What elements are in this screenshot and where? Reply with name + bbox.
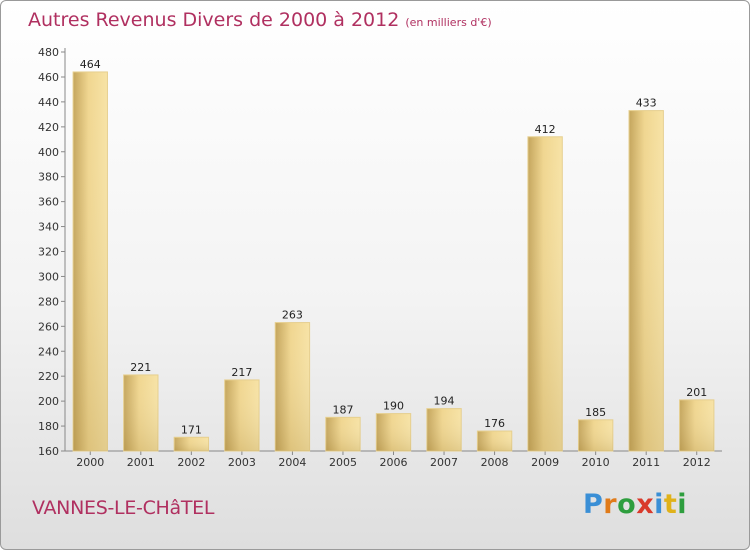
value-label-2001: 221: [130, 361, 151, 374]
commune-name: VANNES-LE-CHâTEL: [32, 497, 215, 519]
logo-letter: r: [603, 489, 618, 520]
bar-shade-2010: [578, 419, 613, 451]
chart-unit: (en milliers d'€): [405, 16, 492, 29]
y-tick-label: 460: [38, 71, 59, 84]
value-label-2009: 412: [535, 123, 556, 136]
x-tick-label-2002: 2002: [177, 456, 205, 469]
value-label-2002: 171: [181, 423, 202, 436]
value-label-2000: 464: [80, 58, 101, 71]
logo-letter: o: [617, 489, 637, 520]
x-tick-label-2004: 2004: [278, 456, 306, 469]
bars: 464 221 171 217 263 187 190 194 176 412 185 433 201: [72, 58, 715, 452]
bar-shade-2000: [73, 71, 108, 451]
value-label-2012: 201: [686, 386, 707, 399]
chart-title-text: Autres Revenus Divers de 2000 à 2012: [28, 9, 400, 31]
y-tick-label: 420: [38, 121, 59, 134]
value-label-2003: 217: [231, 366, 252, 379]
x-tick-label-2006: 2006: [380, 456, 408, 469]
x-tick-label-2008: 2008: [481, 456, 509, 469]
x-tick-label-2007: 2007: [430, 456, 458, 469]
value-label-2011: 433: [636, 97, 657, 110]
logo-letter: x: [636, 489, 655, 520]
logo-letter: t: [663, 489, 678, 520]
proxiti-logo[interactable]: Proxiti: [583, 489, 687, 520]
value-label-2010: 185: [585, 406, 606, 419]
y-tick-label: 300: [38, 270, 59, 283]
x-tick-label-2012: 2012: [683, 456, 711, 469]
bar-shade-2002: [174, 437, 209, 451]
x-tick-label-2010: 2010: [582, 456, 610, 469]
x-tick-label-2001: 2001: [127, 456, 155, 469]
y-tick-label: 360: [38, 196, 59, 209]
bar-shade-2005: [325, 417, 361, 451]
x-tick-label-2003: 2003: [228, 456, 256, 469]
y-tick-label: 280: [38, 295, 59, 308]
logo-letter: i: [677, 489, 688, 520]
chart-title: Autres Revenus Divers de 2000 à 2012 (en …: [28, 9, 492, 31]
y-tick-label: 160: [38, 445, 59, 458]
bar-shade-2008: [477, 431, 512, 451]
bar-shade-2006: [376, 413, 411, 451]
value-label-2004: 263: [282, 309, 303, 322]
y-tick-label: 320: [38, 246, 59, 259]
y-tick-label: 180: [38, 420, 59, 433]
bar-shade-2001: [123, 374, 158, 451]
y-tick-label: 260: [38, 320, 59, 333]
bar-shade-2009: [527, 136, 563, 451]
value-label-2007: 194: [434, 395, 455, 408]
y-tick-label: 440: [38, 96, 59, 109]
bar-shade-2011: [629, 110, 664, 452]
bar-shade-2004: [275, 322, 310, 451]
y-tick-label: 400: [38, 146, 59, 159]
x-tick-label-2000: 2000: [76, 456, 104, 469]
bar-shade-2007: [426, 408, 462, 451]
logo-letter: P: [583, 489, 604, 520]
value-label-2008: 176: [484, 417, 505, 430]
y-tick-label: 380: [38, 171, 59, 184]
value-label-2006: 190: [383, 400, 404, 413]
x-tick-label-2005: 2005: [329, 456, 357, 469]
y-tick-label: 340: [38, 221, 59, 234]
y-tick-label: 240: [38, 345, 59, 358]
bar-shade-2003: [224, 379, 260, 451]
y-tick-label: 220: [38, 370, 59, 383]
y-tick-label: 200: [38, 395, 59, 408]
bar-shade-2012: [679, 399, 714, 451]
y-tick-label: 480: [38, 46, 59, 59]
value-label-2005: 187: [332, 403, 353, 416]
x-tick-label-2011: 2011: [632, 456, 660, 469]
logo-letter: i: [654, 489, 664, 520]
x-tick-label-2009: 2009: [531, 456, 559, 469]
